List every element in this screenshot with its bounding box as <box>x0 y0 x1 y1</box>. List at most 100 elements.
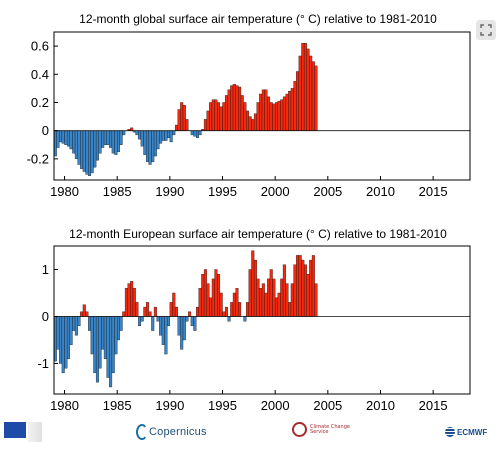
bar <box>106 130 110 145</box>
bar <box>211 278 215 317</box>
y-tick-label: 0.4 <box>31 67 49 82</box>
bar <box>282 264 286 317</box>
axis-ticks: 1980 1985 1990 1995 2000 2005 2010 2015 -1 0 1 <box>37 262 447 413</box>
bar <box>93 130 97 168</box>
bar <box>230 85 234 131</box>
bar <box>238 86 242 131</box>
bar <box>206 283 210 317</box>
bar <box>267 278 271 317</box>
bar <box>277 292 281 317</box>
bar <box>293 81 297 131</box>
bar <box>124 288 128 317</box>
bar <box>61 130 65 144</box>
bar <box>132 288 136 317</box>
bar <box>98 130 102 154</box>
x-tick-label: 2000 <box>261 184 290 199</box>
bar <box>261 283 265 317</box>
bar <box>261 89 265 131</box>
bar <box>206 110 210 131</box>
bar <box>66 130 70 147</box>
x-tick-label: 2005 <box>313 184 342 199</box>
bar <box>69 316 73 345</box>
bar <box>169 302 173 317</box>
bar <box>301 259 305 317</box>
bar <box>101 130 105 148</box>
global-temperature-chart: 12-month global surface air temperature … <box>27 12 471 199</box>
bar <box>256 102 260 131</box>
bar <box>251 250 255 317</box>
bar <box>182 105 186 131</box>
x-tick-label: 1995 <box>208 184 237 199</box>
bar <box>109 316 113 388</box>
bar <box>277 100 281 131</box>
y-tick-label: -1 <box>37 356 49 371</box>
bar <box>82 304 86 317</box>
bar <box>196 306 199 317</box>
bar <box>151 130 155 162</box>
x-tick-label: 2015 <box>419 184 448 199</box>
bar <box>230 302 234 317</box>
expand-button[interactable] <box>476 20 496 40</box>
x-tick-label: 2010 <box>366 398 395 413</box>
bar <box>119 130 123 145</box>
x-tick-label: 1985 <box>103 184 132 199</box>
bar <box>101 316 105 350</box>
bar <box>95 316 99 383</box>
bar <box>243 316 247 322</box>
x-tick-label: 2015 <box>419 398 448 413</box>
bar <box>95 130 99 161</box>
bar <box>153 130 157 157</box>
bar <box>98 316 102 369</box>
bar <box>224 95 228 131</box>
eu-flag-logo <box>4 422 26 438</box>
bar <box>298 55 302 131</box>
y-tick-label: 0.2 <box>31 95 49 110</box>
bar <box>290 283 294 317</box>
copernicus-label: Copernicus <box>149 426 207 438</box>
bar <box>272 278 276 317</box>
bar <box>209 297 213 317</box>
bar <box>77 316 81 327</box>
bar <box>248 269 252 317</box>
copernicus-logo: Copernicus <box>136 424 207 440</box>
bar-series <box>53 43 470 176</box>
bar <box>224 306 228 317</box>
bar <box>227 316 231 322</box>
bar <box>88 316 92 331</box>
bar <box>232 83 236 131</box>
bar <box>148 311 152 317</box>
bar <box>259 93 263 131</box>
bar <box>238 302 242 317</box>
bar <box>246 110 250 131</box>
bar <box>253 113 257 131</box>
bar <box>264 292 268 317</box>
bar <box>74 316 78 336</box>
x-tick-label: 1980 <box>50 184 79 199</box>
bar <box>59 316 63 364</box>
bar <box>274 297 278 317</box>
bar <box>177 109 181 131</box>
bar <box>180 316 184 350</box>
bar <box>267 96 271 131</box>
bar <box>198 130 202 136</box>
bar <box>130 281 134 317</box>
bar <box>135 130 139 136</box>
bar <box>190 316 194 327</box>
x-tick-label: 1995 <box>208 398 237 413</box>
x-tick-label: 1990 <box>155 184 184 199</box>
bar <box>274 102 278 131</box>
bar <box>130 127 134 131</box>
bar <box>156 130 160 150</box>
bar <box>296 255 300 317</box>
bar <box>193 316 197 331</box>
y-tick-label: 0 <box>42 309 49 324</box>
bar <box>88 130 92 176</box>
bar <box>90 130 94 174</box>
bar <box>174 124 178 131</box>
bar <box>172 130 176 136</box>
bar <box>282 96 286 131</box>
x-tick-label: 1990 <box>155 398 184 413</box>
bar <box>219 106 223 131</box>
bar <box>164 130 168 141</box>
bar <box>309 259 313 317</box>
